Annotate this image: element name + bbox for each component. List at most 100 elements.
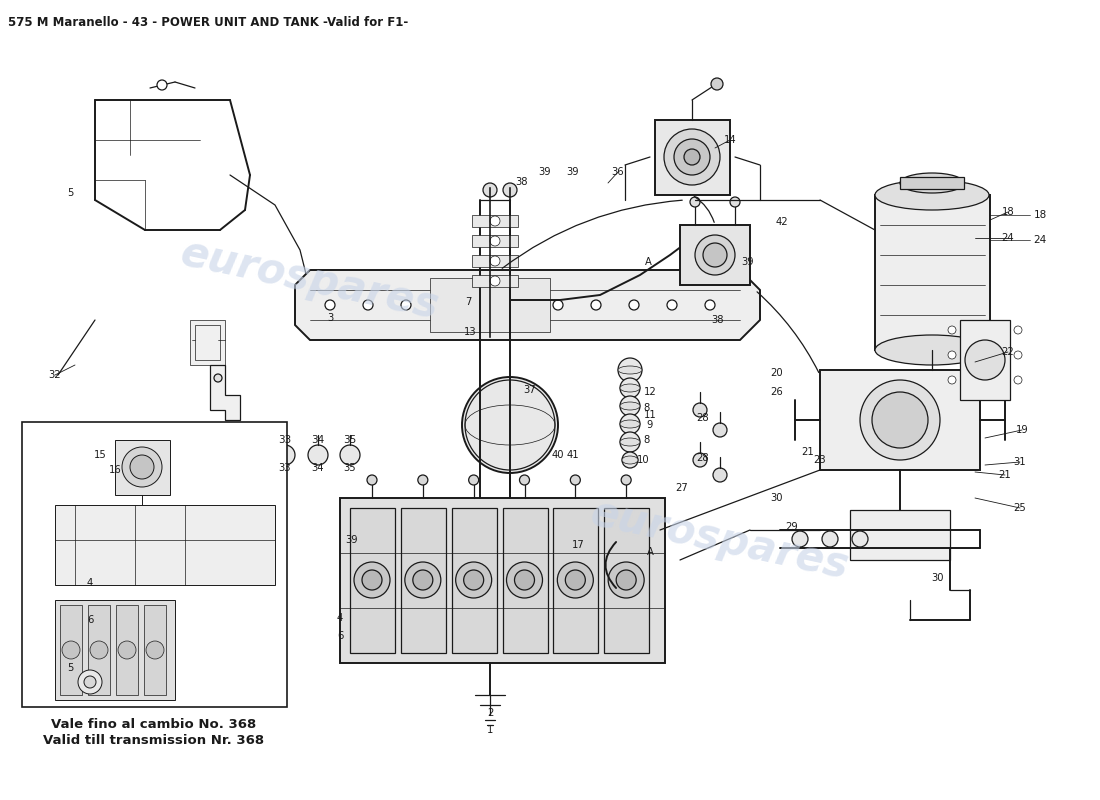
Text: 9: 9 — [647, 420, 653, 430]
Bar — [22, 422, 287, 707]
Text: eurospares: eurospares — [177, 232, 443, 328]
Text: 3: 3 — [327, 313, 333, 323]
Circle shape — [621, 475, 631, 485]
Text: 39: 39 — [345, 535, 359, 545]
Circle shape — [130, 455, 154, 479]
Circle shape — [122, 447, 162, 487]
Bar — [88, 605, 110, 695]
Text: 23: 23 — [814, 455, 826, 465]
Bar — [874, 195, 990, 350]
Text: 2: 2 — [487, 708, 493, 718]
Circle shape — [490, 276, 500, 286]
Circle shape — [705, 300, 715, 310]
Circle shape — [664, 129, 720, 185]
Text: 33: 33 — [278, 435, 292, 445]
Circle shape — [214, 374, 222, 382]
Text: 21: 21 — [999, 470, 1011, 480]
Text: 7: 7 — [465, 297, 471, 307]
Circle shape — [118, 641, 136, 659]
Bar — [472, 215, 518, 227]
Bar — [900, 177, 964, 189]
Circle shape — [490, 216, 500, 226]
Text: 34: 34 — [311, 435, 324, 445]
Bar — [503, 508, 548, 653]
Text: 10: 10 — [637, 455, 649, 465]
Text: 16: 16 — [109, 465, 121, 475]
Bar — [195, 325, 220, 360]
Circle shape — [439, 300, 449, 310]
Text: 8: 8 — [644, 435, 650, 445]
Circle shape — [965, 340, 1005, 380]
Circle shape — [90, 641, 108, 659]
Circle shape — [157, 80, 167, 90]
Bar — [472, 275, 518, 287]
Circle shape — [695, 235, 735, 275]
Circle shape — [469, 475, 478, 485]
Text: 4: 4 — [337, 613, 343, 623]
Bar — [553, 508, 598, 653]
Text: 6: 6 — [87, 615, 94, 625]
Circle shape — [503, 183, 517, 197]
Circle shape — [948, 376, 956, 384]
Circle shape — [519, 475, 529, 485]
Bar — [116, 605, 138, 695]
Bar — [350, 508, 395, 653]
Circle shape — [553, 300, 563, 310]
Text: 17: 17 — [572, 540, 584, 550]
Circle shape — [872, 392, 928, 448]
Text: 18: 18 — [1002, 207, 1014, 217]
Circle shape — [713, 423, 727, 437]
Bar — [604, 508, 649, 653]
Bar — [400, 508, 446, 653]
Text: 24: 24 — [1033, 235, 1046, 245]
Ellipse shape — [618, 366, 642, 374]
Text: 5: 5 — [67, 663, 74, 673]
Text: 13: 13 — [464, 327, 476, 337]
Circle shape — [822, 531, 838, 547]
Text: 40: 40 — [552, 450, 564, 460]
Text: 15: 15 — [94, 450, 107, 460]
Text: 32: 32 — [48, 370, 62, 380]
Circle shape — [629, 300, 639, 310]
Text: 12: 12 — [644, 387, 657, 397]
Circle shape — [684, 149, 700, 165]
Circle shape — [713, 468, 727, 482]
Circle shape — [402, 300, 411, 310]
Text: Valid till transmission Nr. 368: Valid till transmission Nr. 368 — [43, 734, 265, 747]
Circle shape — [703, 243, 727, 267]
Text: 11: 11 — [644, 410, 657, 420]
Bar — [472, 235, 518, 247]
Text: 14: 14 — [724, 135, 736, 145]
Ellipse shape — [620, 420, 640, 428]
Circle shape — [324, 300, 336, 310]
Ellipse shape — [620, 402, 640, 410]
Bar — [144, 605, 166, 695]
Circle shape — [608, 562, 645, 598]
Circle shape — [506, 562, 542, 598]
Text: 36: 36 — [612, 167, 625, 177]
Text: 26: 26 — [771, 387, 783, 397]
Bar — [116, 440, 170, 495]
Circle shape — [418, 475, 428, 485]
Circle shape — [515, 570, 535, 590]
Polygon shape — [295, 270, 760, 340]
Text: 8: 8 — [644, 403, 650, 413]
Circle shape — [490, 236, 500, 246]
Polygon shape — [210, 365, 240, 420]
Ellipse shape — [620, 438, 640, 446]
Circle shape — [367, 475, 377, 485]
Polygon shape — [55, 505, 275, 585]
Text: 20: 20 — [771, 368, 783, 378]
Text: 30: 30 — [932, 573, 944, 583]
Text: 575 M Maranello - 43 - POWER UNIT AND TANK -Valid for F1-: 575 M Maranello - 43 - POWER UNIT AND TA… — [8, 15, 408, 29]
Text: 29: 29 — [785, 522, 799, 532]
Circle shape — [362, 570, 382, 590]
Bar — [654, 120, 730, 195]
Circle shape — [674, 139, 710, 175]
Text: 34: 34 — [311, 463, 324, 473]
Bar — [55, 600, 175, 700]
Bar — [452, 508, 497, 653]
Bar — [472, 255, 518, 267]
Circle shape — [730, 197, 740, 207]
Text: 28: 28 — [696, 413, 710, 423]
